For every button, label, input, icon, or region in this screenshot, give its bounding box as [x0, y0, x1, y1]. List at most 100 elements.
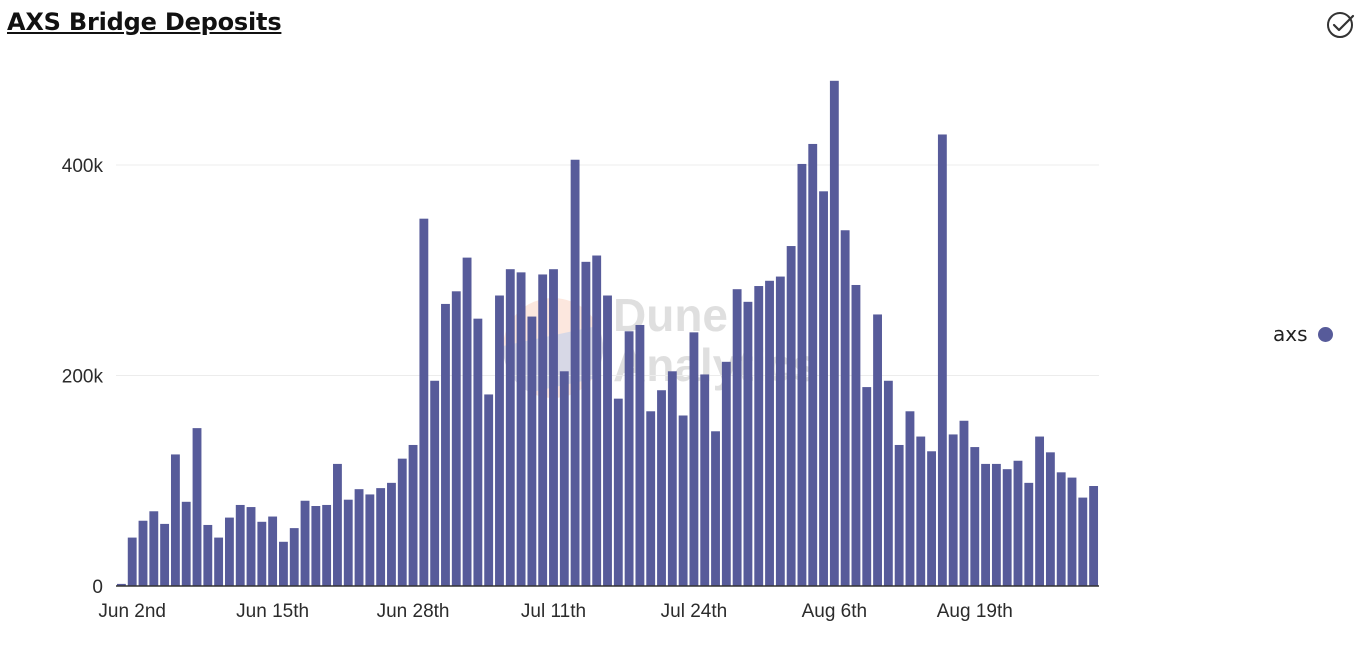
- legend-swatch: [1317, 326, 1333, 342]
- bar[interactable]: [451, 291, 461, 586]
- bar[interactable]: [549, 269, 558, 586]
- bar[interactable]: [991, 463, 1001, 586]
- y-tick-label: 400k: [62, 156, 104, 177]
- bar[interactable]: [376, 488, 386, 586]
- bar[interactable]: [883, 380, 893, 586]
- bar[interactable]: [300, 500, 310, 586]
- bar[interactable]: [268, 516, 278, 586]
- bar[interactable]: [1013, 460, 1023, 586]
- bar[interactable]: [311, 506, 321, 586]
- bar[interactable]: [1089, 486, 1099, 586]
- bar[interactable]: [333, 463, 342, 586]
- bar[interactable]: [343, 499, 353, 586]
- bar[interactable]: [570, 159, 580, 587]
- bar[interactable]: [970, 447, 980, 586]
- bar[interactable]: [430, 380, 440, 586]
- bar[interactable]: [214, 537, 224, 586]
- bar[interactable]: [149, 511, 159, 586]
- bar[interactable]: [1002, 469, 1012, 586]
- circle-check-icon[interactable]: [1326, 10, 1356, 40]
- bar[interactable]: [495, 295, 504, 586]
- bar[interactable]: [170, 454, 180, 586]
- x-tick-label: Jul 11th: [521, 601, 586, 622]
- bar[interactable]: [559, 371, 569, 586]
- bar[interactable]: [235, 504, 245, 586]
- bar[interactable]: [829, 80, 839, 587]
- bar[interactable]: [289, 528, 299, 586]
- bar[interactable]: [484, 394, 494, 586]
- bar[interactable]: [711, 431, 720, 586]
- bar[interactable]: [1056, 472, 1066, 586]
- bar[interactable]: [743, 301, 753, 586]
- bar[interactable]: [1067, 477, 1077, 586]
- chart-title[interactable]: AXS Bridge Deposits: [7, 8, 282, 36]
- bar[interactable]: [419, 218, 429, 587]
- bar[interactable]: [635, 324, 645, 586]
- bar[interactable]: [279, 541, 288, 586]
- bar[interactable]: [894, 444, 904, 586]
- bar[interactable]: [873, 314, 882, 586]
- bar[interactable]: [959, 420, 969, 586]
- bar[interactable]: [160, 523, 170, 586]
- bar[interactable]: [927, 451, 936, 586]
- bar[interactable]: [192, 428, 202, 586]
- bar[interactable]: [462, 257, 472, 586]
- bar[interactable]: [387, 482, 396, 586]
- bar[interactable]: [657, 390, 666, 586]
- bar[interactable]: [862, 387, 872, 586]
- bar[interactable]: [948, 434, 958, 586]
- bar[interactable]: [667, 371, 677, 586]
- bar[interactable]: [905, 411, 915, 586]
- bar[interactable]: [916, 436, 926, 586]
- bar[interactable]: [408, 444, 418, 586]
- bar[interactable]: [624, 331, 634, 586]
- bar[interactable]: [775, 276, 785, 586]
- bar[interactable]: [797, 163, 807, 586]
- bar[interactable]: [721, 361, 731, 586]
- x-tick-label: Jun 15th: [236, 601, 309, 622]
- bar[interactable]: [538, 274, 548, 586]
- bar[interactable]: [354, 489, 364, 586]
- bar[interactable]: [603, 295, 612, 586]
- bar[interactable]: [613, 398, 623, 586]
- bar[interactable]: [322, 504, 332, 586]
- legend-item-axs[interactable]: axs: [1273, 322, 1333, 346]
- bar[interactable]: [1024, 482, 1034, 586]
- bar[interactable]: [116, 583, 126, 586]
- bar[interactable]: [257, 521, 267, 586]
- bar[interactable]: [981, 463, 991, 586]
- bar[interactable]: [937, 134, 947, 587]
- bar[interactable]: [700, 374, 710, 586]
- bar[interactable]: [689, 332, 699, 586]
- bar[interactable]: [754, 286, 764, 586]
- bar[interactable]: [808, 143, 818, 586]
- bar[interactable]: [527, 316, 537, 586]
- bar[interactable]: [441, 303, 450, 586]
- bar[interactable]: [224, 517, 234, 586]
- bar[interactable]: [765, 280, 774, 586]
- bar[interactable]: [1078, 497, 1088, 586]
- bar[interactable]: [1045, 452, 1055, 586]
- bar[interactable]: [365, 494, 375, 586]
- bar[interactable]: [246, 507, 256, 586]
- bar[interactable]: [646, 411, 656, 586]
- bar[interactable]: [505, 269, 515, 586]
- bar[interactable]: [732, 289, 742, 586]
- bar[interactable]: [203, 524, 213, 586]
- bar[interactable]: [851, 284, 861, 586]
- bar[interactable]: [138, 520, 148, 586]
- bar[interactable]: [819, 191, 828, 586]
- bar[interactable]: [678, 415, 688, 586]
- bar[interactable]: [581, 261, 591, 586]
- bar[interactable]: [786, 246, 796, 587]
- bar[interactable]: [397, 458, 407, 586]
- bar[interactable]: [592, 255, 602, 586]
- x-tick-label: Jun 28th: [377, 601, 450, 622]
- bar[interactable]: [1035, 436, 1045, 586]
- bar[interactable]: [181, 501, 191, 586]
- bar[interactable]: [127, 537, 137, 586]
- bar[interactable]: [516, 272, 526, 586]
- bar[interactable]: [840, 230, 850, 586]
- bar[interactable]: [473, 318, 483, 586]
- x-tick-label: Aug 19th: [937, 601, 1013, 622]
